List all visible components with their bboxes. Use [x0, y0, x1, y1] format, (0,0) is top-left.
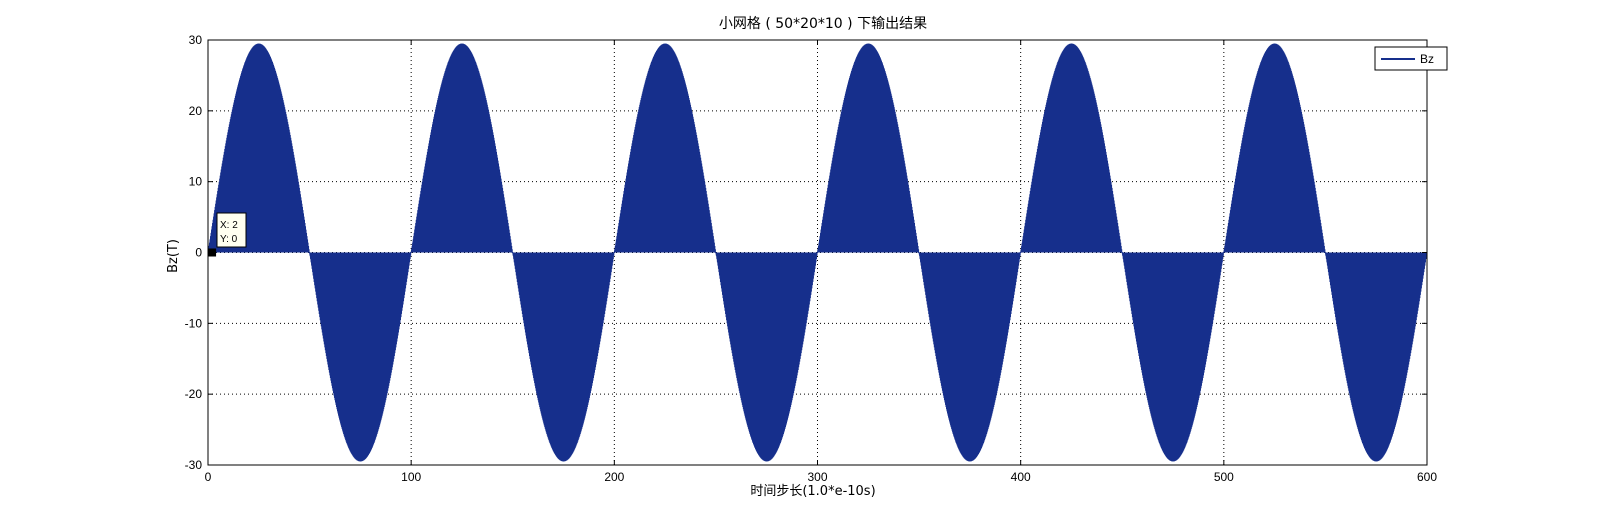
y-tick-label: -20 [185, 387, 203, 401]
legend[interactable]: Bz [1374, 46, 1448, 71]
datatip-x-label: X: 2 [220, 220, 238, 231]
legend-label-bz: Bz [1420, 52, 1434, 66]
x-tick-label: 400 [1011, 470, 1031, 484]
series-line-bz [208, 43, 1427, 462]
x-tick-label: 300 [807, 470, 827, 484]
datatip-y-label: Y: 0 [220, 234, 238, 245]
x-tick-label: 600 [1417, 470, 1437, 484]
y-axis-label: Bz(T) [166, 239, 181, 273]
series-bz [208, 43, 1427, 462]
chart-title: 小网格 ( 50*20*10 ) 下输出结果 [719, 16, 927, 32]
y-tick-label: -10 [185, 316, 203, 330]
y-tick-label: 0 [195, 246, 202, 260]
datatip[interactable]: X: 2 Y: 0 [208, 212, 247, 257]
datatip-marker [208, 248, 217, 257]
y-tick-label: 10 [189, 175, 203, 189]
x-tick-label: 100 [401, 470, 421, 484]
x-axis-label: 时间步长(1.0*e-10s) [750, 484, 875, 499]
y-tick-label: 20 [189, 104, 203, 118]
x-tick-label: 500 [1214, 470, 1234, 484]
y-tick-label: 30 [189, 33, 203, 47]
y-tick-label: -30 [185, 458, 203, 472]
datatip-box [216, 212, 247, 248]
x-tick-label: 200 [604, 470, 624, 484]
x-tick-label: 0 [205, 470, 212, 484]
